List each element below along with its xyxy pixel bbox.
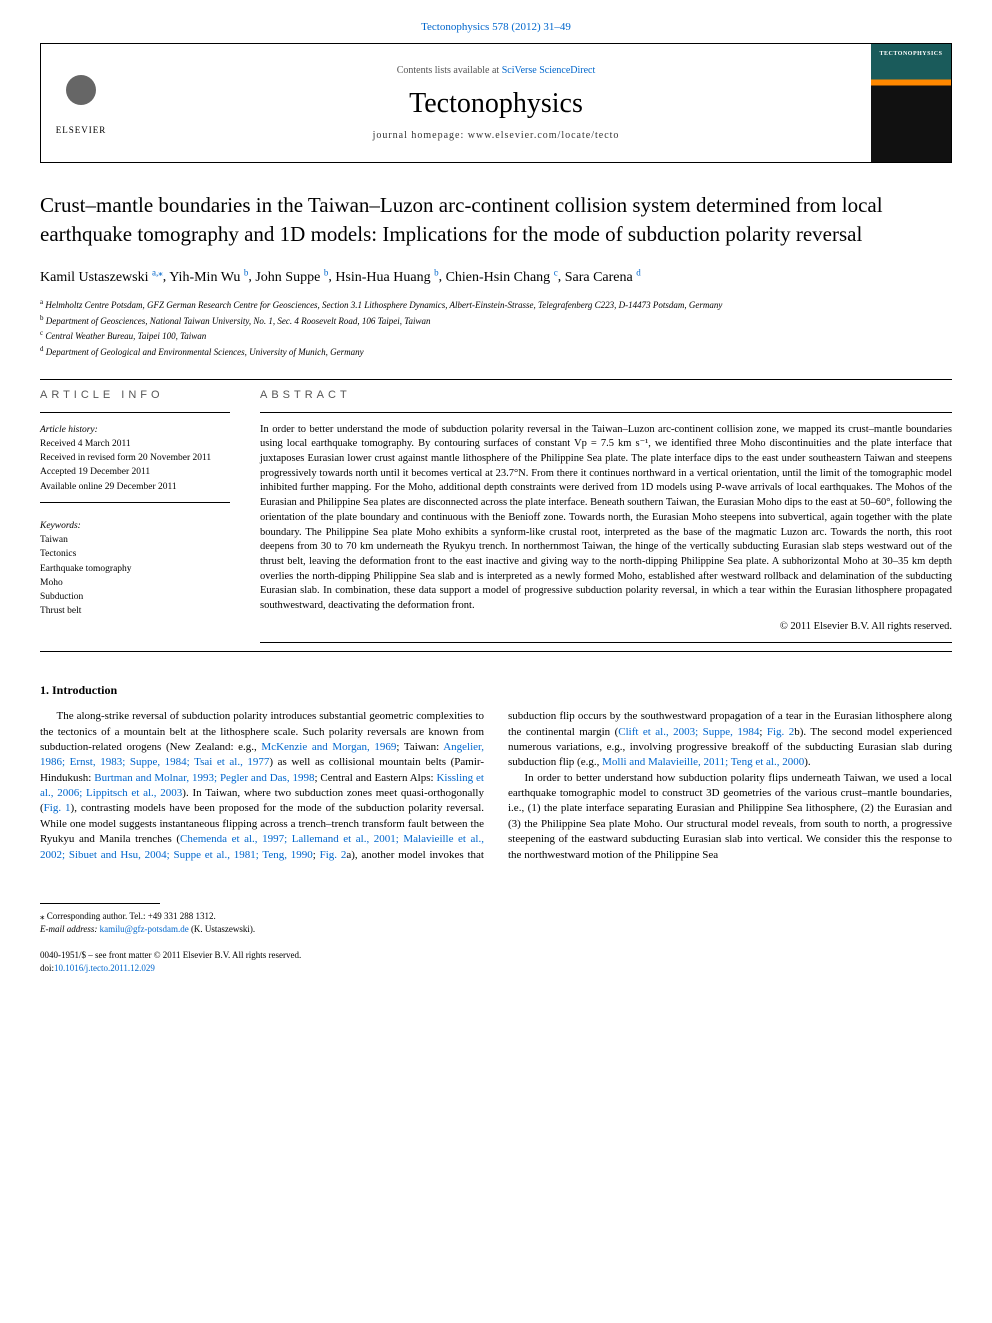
abstract-copyright: © 2011 Elsevier B.V. All rights reserved… [260,620,952,635]
received-date: Received 4 March 2011 [40,437,230,451]
article-info-column: ARTICLE INFO Article history: Received 4… [40,388,230,651]
citation-link[interactable]: McKenzie and Morgan, 1969 [261,741,396,753]
citation-link[interactable]: Clift et al., 2003; Suppe, 1984 [618,726,759,738]
affiliation: d Department of Geological and Environme… [40,344,952,360]
author: Hsin-Hua Huang b [335,270,438,285]
author: Sara Carena d [565,270,641,285]
abstract-heading: ABSTRACT [260,388,952,403]
figure-link[interactable]: Fig. 1 [44,802,71,814]
author: Kamil Ustaszewski a,⁎ [40,270,163,285]
keyword: Earthquake tomography [40,562,230,576]
author: John Suppe b [255,270,328,285]
contents-prefix: Contents lists available at [397,65,502,76]
journal-name: Tectonophysics [409,84,583,123]
accepted-date: Accepted 19 December 2011 [40,465,230,479]
sciencedirect-link[interactable]: SciVerse ScienceDirect [502,65,596,76]
doi-line: doi:10.1016/j.tecto.2011.12.029 [40,962,952,975]
paragraph: In order to better understand how subduc… [508,771,952,863]
journal-reference: Tectonophysics 578 (2012) 31–49 [40,20,952,35]
affiliation: c Central Weather Bureau, Taipei 100, Ta… [40,328,952,344]
history-label: Article history: [40,423,230,437]
author: Yih-Min Wu b [169,270,248,285]
article-history: Article history: Received 4 March 2011 R… [40,423,230,494]
divider [40,502,230,503]
cover-label: TECTONOPHYSICS [880,50,943,58]
keyword: Thrust belt [40,604,230,618]
email-link[interactable]: kamilu@gfz-potsdam.de [100,924,189,934]
keyword: Tectonics [40,547,230,561]
authors-list: Kamil Ustaszewski a,⁎, Yih-Min Wu b, Joh… [40,266,952,287]
abstract-text: In order to better understand the mode o… [260,423,952,614]
citation-link[interactable]: Molli and Malavieille, 2011; Teng et al.… [602,756,804,768]
figure-link[interactable]: Fig. 2 [767,726,794,738]
journal-header: ELSEVIER Contents lists available at Sci… [40,43,952,163]
revised-date: Received in revised form 20 November 201… [40,451,230,465]
journal-cover-thumbnail: TECTONOPHYSICS [871,44,951,162]
footnote-rule [40,903,160,904]
online-date: Available online 29 December 2011 [40,480,230,494]
info-abstract-row: ARTICLE INFO Article history: Received 4… [40,388,952,651]
figure-link[interactable]: Fig. 2 [320,849,347,861]
article-title: Crust–mantle boundaries in the Taiwan–Lu… [40,191,952,248]
section-heading: 1. Introduction [40,682,952,699]
publisher-logo: ELSEVIER [41,44,121,162]
divider [260,412,952,413]
corresponding-marker: ⁎ [158,267,163,277]
body-text: The along-strike reversal of subduction … [40,709,952,863]
abstract-column: ABSTRACT In order to better understand t… [260,388,952,651]
doi-link[interactable]: 10.1016/j.tecto.2011.12.029 [54,963,155,973]
affiliation: b Department of Geosciences, National Ta… [40,313,952,329]
divider [260,642,952,643]
article-info-heading: ARTICLE INFO [40,388,230,403]
corresponding-footnote: ⁎ Corresponding author. Tel.: +49 331 28… [40,910,952,935]
footer: 0040-1951/$ – see front matter © 2011 El… [40,949,952,974]
divider [40,651,952,652]
keyword: Subduction [40,590,230,604]
elsevier-tree-icon [56,70,106,120]
citation-link[interactable]: Burtman and Molnar, 1993; Pegler and Das… [94,772,314,784]
journal-homepage: journal homepage: www.elsevier.com/locat… [373,129,620,143]
journal-ref-link[interactable]: Tectonophysics 578 (2012) 31–49 [421,21,571,33]
keyword: Moho [40,576,230,590]
email-line: E-mail address: kamilu@gfz-potsdam.de (K… [40,923,952,936]
keyword: Taiwan [40,533,230,547]
header-center: Contents lists available at SciVerse Sci… [121,44,871,162]
divider [40,379,952,380]
affiliation: a Helmholtz Centre Potsdam, GFZ German R… [40,297,952,313]
affiliations: a Helmholtz Centre Potsdam, GFZ German R… [40,297,952,359]
divider [40,412,230,413]
front-matter-line: 0040-1951/$ – see front matter © 2011 El… [40,949,952,962]
keywords-label: Keywords: [40,519,230,533]
introduction-section: 1. Introduction The along-strike reversa… [40,682,952,863]
corr-author-note: ⁎ Corresponding author. Tel.: +49 331 28… [40,910,952,923]
publisher-name: ELSEVIER [56,124,107,137]
keywords-block: Keywords: Taiwan Tectonics Earthquake to… [40,519,230,619]
contents-line: Contents lists available at SciVerse Sci… [397,64,596,78]
author: Chien-Hsin Chang c [446,270,558,285]
